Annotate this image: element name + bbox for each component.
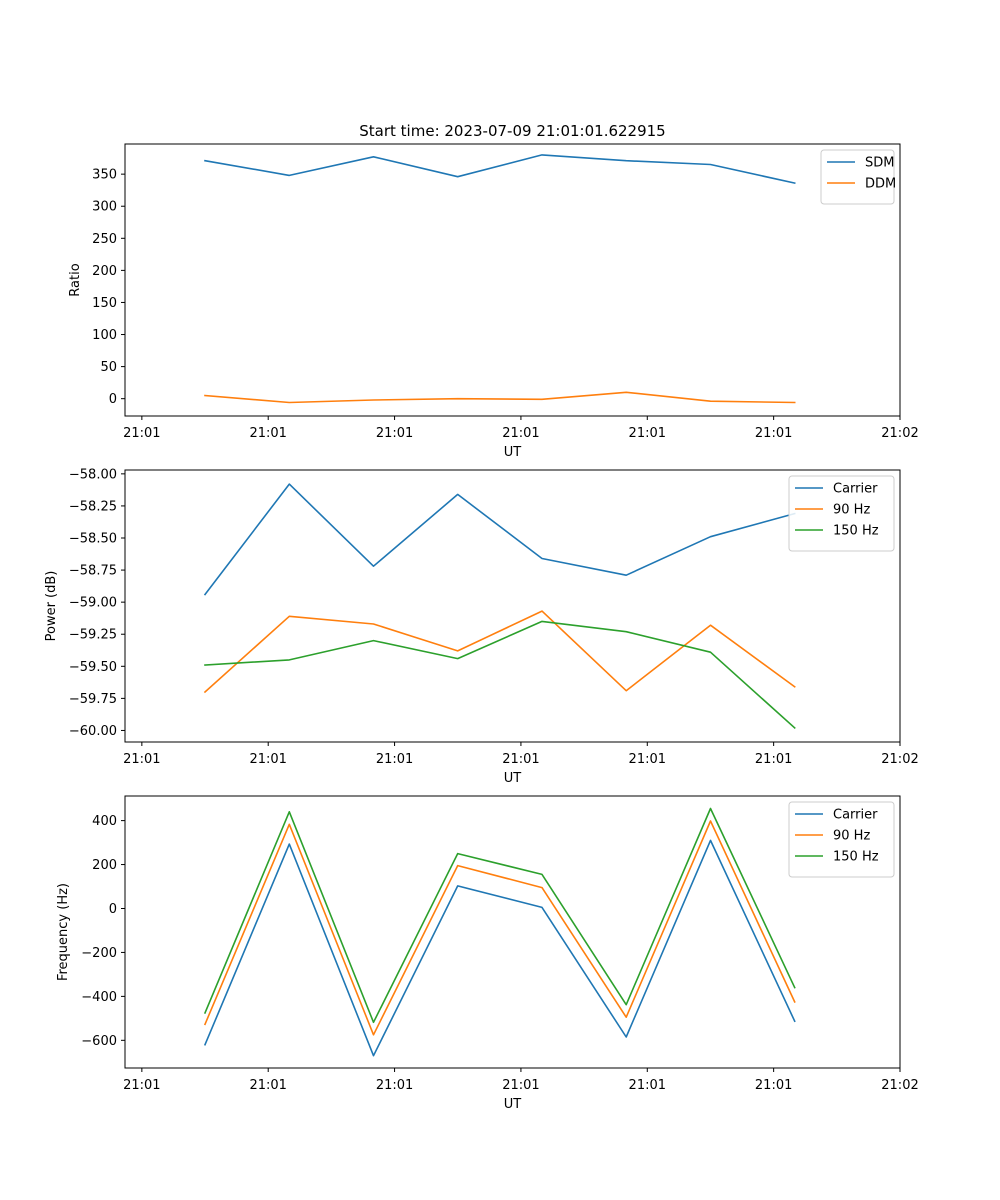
x-tick-label: 21:02 <box>881 426 918 441</box>
figure-title: Start time: 2023-07-09 21:01:01.622915 <box>359 122 665 140</box>
x-tick-label: 21:01 <box>755 426 792 441</box>
x-tick-label: 21:01 <box>755 1078 792 1093</box>
legend-label-ddm: DDM <box>865 177 896 192</box>
series-line-150-hz <box>203 807 796 1024</box>
legend-label-90-hz: 90 Hz <box>833 503 870 518</box>
legend-label-150-hz: 150 Hz <box>833 850 879 865</box>
y-tick-label: −58.25 <box>69 499 117 514</box>
legend-box <box>820 149 895 205</box>
x-tick-label: 21:01 <box>376 426 413 441</box>
y-tick-label: −58.50 <box>69 532 117 547</box>
x-tick-label: 21:01 <box>123 752 160 767</box>
legend: Carrier 90 Hz 150 Hz <box>788 475 895 552</box>
axes-frame <box>124 143 901 417</box>
legend-label-150-hz: 150 Hz <box>833 524 879 539</box>
legend-box <box>788 475 895 552</box>
y-tick-label: −58.75 <box>69 564 117 579</box>
x-tick-label: 21:01 <box>123 426 160 441</box>
legend: Carrier 90 Hz 150 Hz <box>788 801 895 878</box>
y-tick-label: 0 <box>109 902 117 917</box>
y-tick-label: −60.00 <box>69 724 117 739</box>
axes-frame <box>124 795 901 1069</box>
power-panel: 21:01 21:01 21:01 21:01 21:01 21:01 21:02 −60.0… <box>44 467 919 786</box>
y-tick-label: −59.75 <box>69 692 117 707</box>
y-axis-label: Ratio <box>68 263 83 296</box>
y-tick-label: 50 <box>100 360 117 375</box>
x-tick-label: 21:01 <box>629 752 666 767</box>
series-line-carrier <box>203 839 796 1057</box>
x-tick-label: 21:02 <box>881 1078 918 1093</box>
x-tick-label: 21:01 <box>629 1078 666 1093</box>
x-tick-label: 21:01 <box>249 426 286 441</box>
legend: SDM DDM <box>820 149 896 205</box>
x-tick-label: 21:01 <box>123 1078 160 1093</box>
x-tick-label: 21:01 <box>502 1078 539 1093</box>
x-tick-label: 21:01 <box>376 1078 413 1093</box>
y-tick-label: −59.00 <box>69 596 117 611</box>
x-tick-label: 21:01 <box>249 1078 286 1093</box>
y-tick-label: 100 <box>92 328 117 343</box>
series-line-ddm <box>204 391 796 404</box>
y-tick-label: 250 <box>92 232 117 247</box>
x-tick-label: 21:01 <box>249 752 286 767</box>
x-tick-label: 21:01 <box>629 426 666 441</box>
y-axis-label: Frequency (Hz) <box>56 883 71 981</box>
y-tick-label: −59.50 <box>69 660 117 675</box>
y-tick-label: 300 <box>92 200 117 215</box>
y-tick-label: 200 <box>92 264 117 279</box>
y-tick-label: −59.25 <box>69 628 117 643</box>
x-tick-label: 21:02 <box>881 752 918 767</box>
x-tick-label: 21:01 <box>376 752 413 767</box>
series-line-90-hz <box>203 820 796 1036</box>
y-axis-label: Power (dB) <box>44 571 59 642</box>
y-tick-label: 200 <box>92 858 117 873</box>
ratio-panel: 21:01 21:01 21:01 21:01 21:01 21:01 21:02 0 50 10… <box>68 143 919 460</box>
axes-frame <box>124 469 901 743</box>
legend-label-carrier: Carrier <box>833 808 878 823</box>
x-tick-label: 21:01 <box>755 752 792 767</box>
y-tick-label: 400 <box>92 814 117 829</box>
y-tick-label: 0 <box>109 392 117 407</box>
legend-label-carrier: Carrier <box>833 482 878 497</box>
series-line-sdm <box>204 154 796 185</box>
series-line-90-hz <box>203 610 796 694</box>
legend-label-sdm: SDM <box>865 156 894 171</box>
legend-box <box>788 801 895 878</box>
y-tick-label: −600 <box>81 1034 117 1049</box>
x-tick-label: 21:01 <box>502 426 539 441</box>
x-tick-label: 21:01 <box>502 752 539 767</box>
y-tick-label: −400 <box>81 990 117 1005</box>
legend-label-90-hz: 90 Hz <box>833 829 870 844</box>
x-axis-label: UT <box>504 1097 522 1112</box>
y-tick-label: 350 <box>92 168 117 183</box>
series-line-carrier <box>203 483 796 596</box>
x-axis-label: UT <box>504 771 522 786</box>
y-tick-label: −200 <box>81 946 117 961</box>
y-tick-label: −58.00 <box>69 467 117 482</box>
x-axis-label: UT <box>504 445 522 460</box>
frequency-panel: 21:01 21:01 21:01 21:01 21:01 21:01 21:02 −600 −… <box>56 795 919 1112</box>
y-tick-label: 150 <box>92 296 117 311</box>
series-line-150-hz <box>204 620 796 730</box>
